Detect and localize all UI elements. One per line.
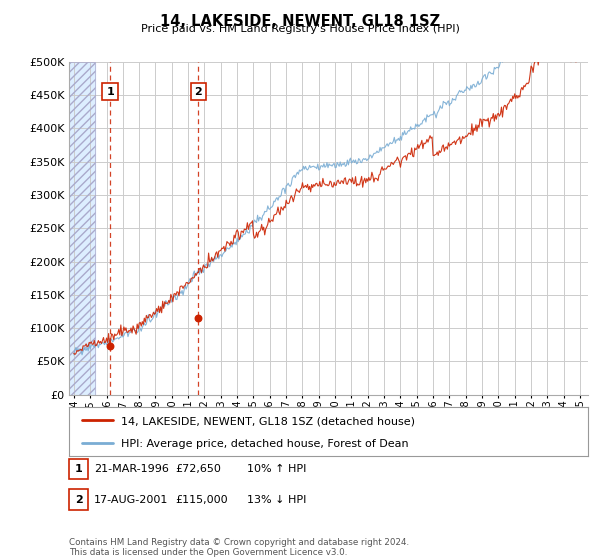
Text: £115,000: £115,000 [175,494,228,505]
Text: 1: 1 [75,464,82,474]
Text: 1: 1 [106,87,114,96]
Bar [69,62,95,395]
Text: 2: 2 [75,494,82,505]
Text: 21-MAR-1996: 21-MAR-1996 [94,464,169,474]
Bar [69,62,95,395]
Text: 17-AUG-2001: 17-AUG-2001 [94,494,169,505]
Text: 2: 2 [194,87,202,96]
Text: Contains HM Land Registry data © Crown copyright and database right 2024.
This d: Contains HM Land Registry data © Crown c… [69,538,409,557]
Point [194,314,203,323]
Text: Price paid vs. HM Land Registry's House Price Index (HPI): Price paid vs. HM Land Registry's House … [140,24,460,34]
Text: 14, LAKESIDE, NEWENT, GL18 1SZ: 14, LAKESIDE, NEWENT, GL18 1SZ [160,14,440,29]
Point [106,342,115,351]
Text: HPI: Average price, detached house, Forest of Dean: HPI: Average price, detached house, Fore… [121,439,409,449]
Text: 13% ↓ HPI: 13% ↓ HPI [247,494,307,505]
Text: 10% ↑ HPI: 10% ↑ HPI [247,464,307,474]
Text: 14, LAKESIDE, NEWENT, GL18 1SZ (detached house): 14, LAKESIDE, NEWENT, GL18 1SZ (detached… [121,417,415,426]
Text: £72,650: £72,650 [175,464,221,474]
